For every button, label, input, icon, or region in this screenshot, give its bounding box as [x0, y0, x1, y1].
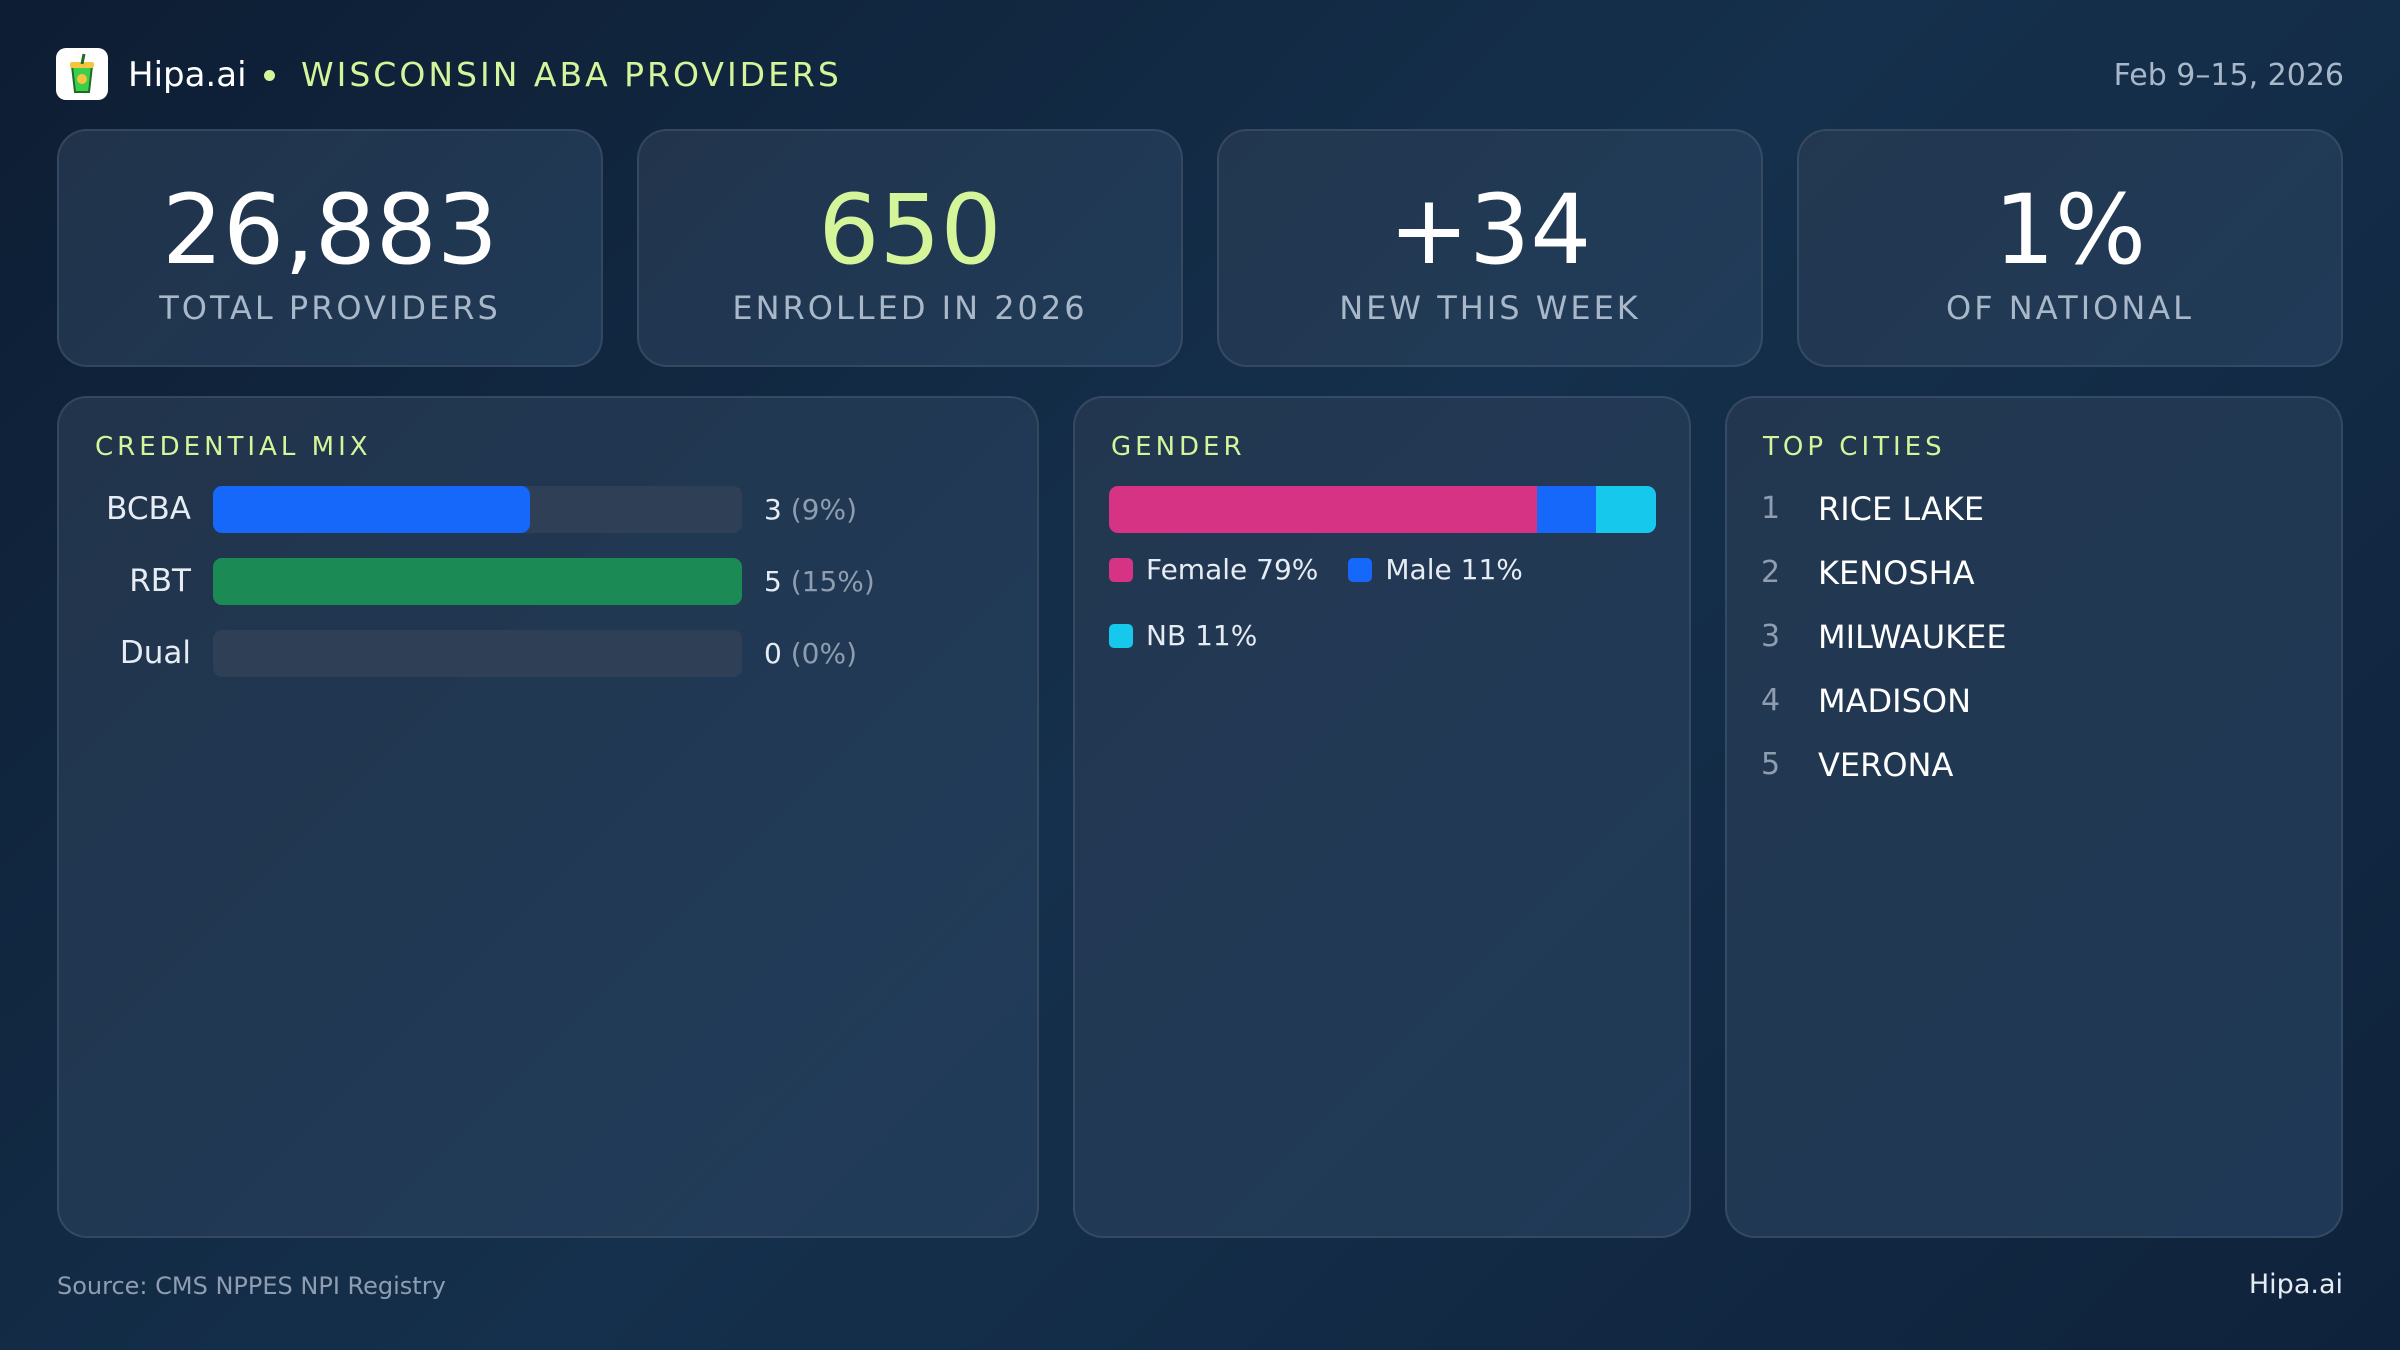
panel-title: TOP CITIES	[1763, 432, 1946, 462]
stat-label: ENROLLED IN 2026	[732, 289, 1088, 327]
panel-title: CREDENTIAL MIX	[95, 432, 372, 462]
legend-item: NB 11%	[1109, 618, 1257, 654]
city-name: MILWAUKEE	[1818, 618, 2007, 656]
gender-segment	[1596, 486, 1656, 533]
stat-value: 26,883	[162, 174, 498, 286]
city-rank: 1	[1761, 491, 1781, 526]
legend-value: 79%	[1256, 553, 1319, 586]
source: Source: CMS NPPES NPI Registry	[57, 1272, 446, 1300]
city-rank: 3	[1761, 619, 1781, 654]
bar	[213, 486, 531, 533]
legend-value: 11%	[1195, 619, 1258, 652]
brand: Hipa.ai	[128, 55, 247, 95]
row-count: 5 (15%)	[764, 558, 875, 605]
stat-card: 26,883 TOTAL PROVIDERS	[57, 129, 603, 367]
legend-name: NB	[1146, 619, 1187, 652]
stat-card: 1% OF NATIONAL	[1797, 129, 2343, 367]
stat-label: NEW THIS WEEK	[1339, 289, 1641, 327]
row-count: 0 (0%)	[764, 630, 857, 677]
gender-bar	[1109, 486, 1656, 533]
page-title: WISCONSIN ABA PROVIDERS	[301, 55, 842, 94]
legend-swatch	[1109, 624, 1133, 648]
city-rank: 4	[1761, 683, 1781, 718]
stat-label: TOTAL PROVIDERS	[159, 289, 501, 327]
footer-brand: Hipa.ai	[2248, 1269, 2343, 1300]
logo	[56, 48, 108, 100]
percent: (15%)	[790, 565, 875, 598]
legend-swatch	[1348, 558, 1373, 582]
stat-card: 650 ENROLLED IN 2026	[637, 129, 1183, 367]
row-label: Dual	[119, 635, 191, 671]
legend-name: Female	[1146, 553, 1248, 586]
gender-segment	[1536, 486, 1597, 533]
count: 3	[764, 493, 782, 526]
city-name: VERONA	[1818, 746, 1954, 784]
legend-item: Male 11%	[1348, 552, 1523, 588]
date-range: Feb 9–15, 2026	[2113, 58, 2344, 93]
stat-label: OF NATIONAL	[1946, 289, 2194, 327]
bar-track	[213, 630, 742, 677]
gender-panel: GENDER Female 79% Male 11% NB 11%	[1073, 396, 1691, 1238]
stat-value: 650	[818, 174, 1002, 286]
stat-value: +34	[1388, 174, 1592, 286]
bar	[213, 558, 742, 605]
gender-segment	[1109, 486, 1537, 533]
row-label: BCBA	[106, 491, 191, 527]
city-name: RICE LAKE	[1818, 490, 1985, 528]
stat-value: 1%	[1993, 174, 2147, 286]
city-name: MADISON	[1818, 682, 1972, 720]
percent: (9%)	[790, 493, 858, 526]
row-count: 3 (9%)	[764, 486, 857, 533]
count: 5	[764, 565, 782, 598]
separator-dot	[264, 70, 275, 81]
panel-title: GENDER	[1111, 432, 1246, 462]
legend-name: Male	[1385, 553, 1452, 586]
cities-panel: TOP CITIES 1 RICE LAKE 2 KENOSHA 3 MILWAUKEE 4…	[1725, 396, 2343, 1238]
count: 0	[764, 637, 782, 670]
city-rank: 2	[1761, 555, 1781, 590]
city-rank: 5	[1761, 747, 1781, 782]
legend: Female 79% Male 11% NB 11%	[1109, 552, 1549, 654]
stat-card: +34 NEW THIS WEEK	[1217, 129, 1763, 367]
legend-item: Female 79%	[1109, 552, 1318, 588]
legend-value: 11%	[1460, 553, 1523, 586]
row-label: RBT	[129, 563, 191, 599]
city-name: KENOSHA	[1818, 554, 1975, 592]
percent: (0%)	[790, 637, 858, 670]
credential-panel: CREDENTIAL MIX BCBA 3 (9%) RBT 5 (15%) Dual 0…	[57, 396, 1039, 1238]
legend-swatch	[1109, 558, 1133, 582]
